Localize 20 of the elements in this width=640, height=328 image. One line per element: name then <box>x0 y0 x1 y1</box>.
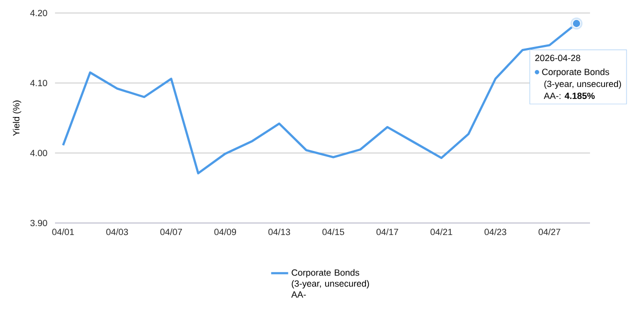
x-tick-label: 04/27 <box>538 228 560 236</box>
x-tick-label: 04/03 <box>106 228 128 236</box>
x-tick-label: 04/17 <box>376 228 398 236</box>
x-tick-label: 04/01 <box>52 228 74 236</box>
legend-label: Corporate Bonds (3-year, unsecured) AA- <box>291 269 369 298</box>
y-tick-label: 4.10 <box>30 80 48 86</box>
x-tick-label: 04/15 <box>322 228 344 236</box>
y-tick-label: 3.90 <box>30 220 48 226</box>
y-tick-label: 4.20 <box>30 10 48 16</box>
x-tick-label: 04/13 <box>268 228 290 236</box>
x-tick-label: 04/09 <box>214 228 236 236</box>
annotation: 2026-04-28 <box>535 54 580 62</box>
x-tick-label: 04/07 <box>160 228 182 236</box>
annotation: (3-year, unsecured) <box>544 80 621 89</box>
x-tick-label: 04/23 <box>484 228 506 236</box>
annotation: Corporate Bonds <box>542 68 610 77</box>
x-tick-label: 04/21 <box>430 228 452 236</box>
annotation: AA-: 4.185% <box>544 92 595 100</box>
y-axis-title: Yield (%) <box>12 100 22 136</box>
y-tick-label: 4.00 <box>30 150 48 156</box>
